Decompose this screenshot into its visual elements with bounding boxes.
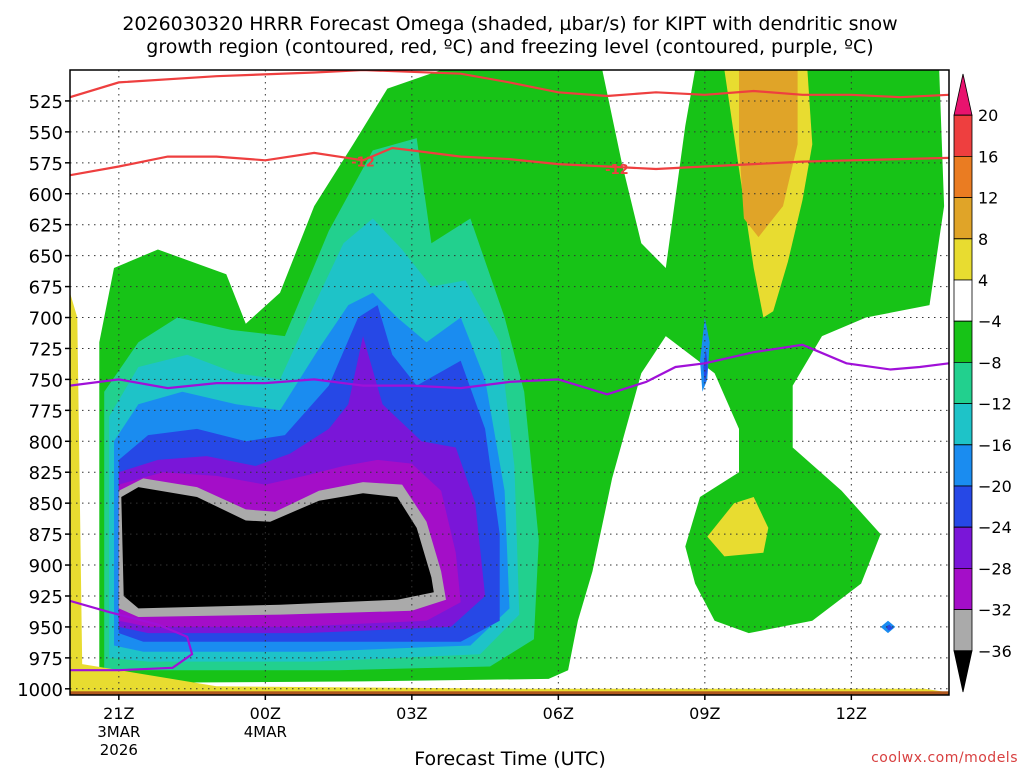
x-tick-date-1: 4MAR: [244, 723, 287, 741]
y-tick-label-0: 525: [29, 92, 63, 113]
y-tick-label-9: 750: [29, 370, 63, 391]
colorbar-label-5: −4: [978, 312, 1002, 331]
chart-title-line2: growth region (contoured, red, ºC) and f…: [146, 36, 873, 58]
plot-area: -12 -12: [69, 69, 950, 696]
omega-region-13: [700, 317, 710, 392]
pressure-axis: 525 550 575 600 625 650 675 700 725 750 775 800 825 8…: [17, 92, 70, 701]
colorbar-label-9: −20: [978, 477, 1012, 496]
dgz-contour-1: [70, 146, 949, 177]
y-tick-label-5: 650: [29, 247, 63, 268]
omega-region-10: [739, 70, 798, 238]
colorbar-swatch-1: [953, 114, 973, 157]
x-axis-label: Forecast Time (UTC): [414, 748, 605, 768]
colorbar-swatch-8: [953, 403, 973, 446]
y-tick-label-12: 825: [29, 463, 63, 484]
colorbar-swatch-0: [953, 73, 973, 116]
plot-frame: [69, 69, 950, 696]
y-tick-label-14: 875: [29, 525, 63, 546]
y-tick-label-17: 950: [29, 618, 63, 639]
x-tick-label-0: 21Z: [103, 704, 134, 723]
y-tick-label-16: 925: [29, 587, 63, 608]
colorbar-swatch-6: [953, 320, 973, 363]
omega-region-16: [885, 624, 893, 631]
colorbar-swatch-7: [953, 362, 973, 404]
x-tick-year-0: 2026: [100, 741, 138, 759]
surface-band: [70, 691, 949, 695]
colorbar-label-4: 4: [978, 271, 988, 290]
dgz-contour-0: [70, 70, 949, 99]
freezing-level-0: [70, 343, 949, 396]
colorbar-swatch-4: [953, 238, 973, 281]
colorbar-label-10: −24: [978, 518, 1012, 537]
y-tick-label-1: 550: [29, 123, 63, 144]
colorbar-label-8: −16: [978, 436, 1012, 455]
colorbar-label-12: −32: [978, 601, 1012, 620]
x-tick-label-2: 03Z: [396, 704, 427, 723]
y-tick-label-19: 1000: [17, 680, 63, 701]
dgz-contour-label-1-0: -12: [351, 156, 375, 171]
credit-text: coolwx.com/models: [871, 750, 1018, 766]
colorbar-swatch-11: [953, 526, 973, 569]
x-tick-label-5: 12Z: [836, 704, 867, 723]
colorbar-label-0: 20: [978, 106, 998, 125]
omega-region-8: [121, 487, 434, 609]
x-tick-label-4: 09Z: [689, 704, 720, 723]
y-tick-label-2: 575: [29, 154, 63, 175]
colorbar-swatch-3: [953, 197, 973, 240]
freezing-level-1: [70, 599, 194, 672]
y-tick-label-18: 975: [29, 649, 63, 670]
x-tick-label-1: 00Z: [250, 704, 281, 723]
colorbar-swatch-2: [953, 156, 973, 198]
colorbar-swatch-5: [953, 279, 973, 322]
y-tick-label-7: 700: [29, 309, 63, 330]
omega-region-11: [707, 497, 769, 557]
colorbar-label-1: 16: [978, 147, 998, 166]
x-tick-date-0: 3MAR: [97, 723, 140, 741]
colorbar-swatch-13: [953, 609, 973, 652]
y-tick-label-15: 900: [29, 556, 63, 577]
colorbar-swatch-10: [953, 485, 973, 528]
colorbar-label-11: −28: [978, 559, 1012, 578]
colorbar-swatch-14: [953, 650, 973, 693]
colorbar-label-13: −36: [978, 642, 1012, 661]
colorbar-label-6: −8: [978, 353, 1002, 372]
colorbar-swatch-12: [953, 568, 973, 610]
colorbar-label-7: −12: [978, 395, 1012, 414]
y-tick-label-13: 850: [29, 494, 63, 515]
y-tick-label-11: 800: [29, 432, 63, 453]
chart-title-line1: 2026030320 HRRR Forecast Omega (shaded, …: [122, 13, 897, 35]
colorbar-label-2: 12: [978, 189, 998, 208]
colorbar-label-3: 8: [978, 230, 988, 249]
y-tick-label-4: 625: [29, 216, 63, 237]
y-tick-label-8: 725: [29, 339, 63, 360]
dgz-contour-label-1-1: -12: [605, 163, 629, 178]
y-tick-label-3: 600: [29, 185, 63, 206]
y-tick-label-10: 775: [29, 401, 63, 422]
colorbar-swatch-9: [953, 444, 973, 487]
x-tick-label-3: 06Z: [543, 704, 574, 723]
colorbar: 20 16 12 8 4 −4 −8 −12 −16 −20 −24 −28 −32 −36: [953, 73, 1012, 693]
y-tick-label-6: 675: [29, 278, 63, 299]
